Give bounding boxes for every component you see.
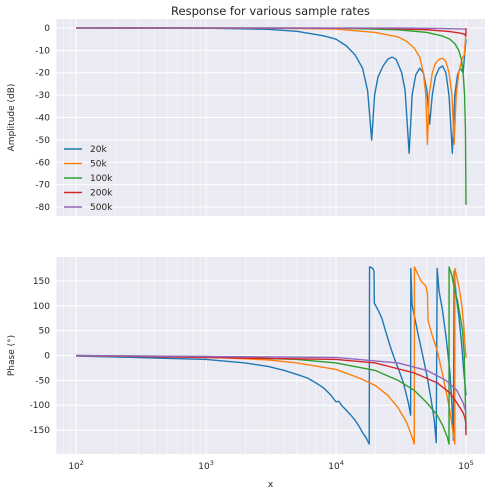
legend-entry: 20k <box>90 145 107 155</box>
series-line-20k <box>76 27 467 155</box>
series-line-500k <box>76 27 467 30</box>
series-line-500k <box>76 354 467 413</box>
legend-entry: 200k <box>90 189 113 199</box>
series-line-100k <box>76 266 467 445</box>
bottom-plot-y-ticks: 150 100 50 0 -50 -100 -150 <box>30 277 51 436</box>
top-y-axis-label: Amplitude (dB) <box>7 84 17 152</box>
y-tick-label: -40 <box>35 114 50 124</box>
y-tick-label: -100 <box>30 401 51 411</box>
legend: 20k 50k 100k 200k 500k <box>64 145 113 213</box>
y-tick-label: -30 <box>35 91 50 101</box>
x-axis-label: x <box>268 480 274 490</box>
top-plot-grid <box>55 19 485 216</box>
y-tick-label: 150 <box>33 277 50 287</box>
y-tick-label: -70 <box>35 181 50 191</box>
y-tick-label: -20 <box>35 69 50 79</box>
y-tick-label: 50 <box>39 327 51 337</box>
x-tick-label: 105 <box>458 459 474 472</box>
top-plot: 0 -10 -20 -30 -40 -50 -60 -70 -80 Response for v… <box>7 4 485 216</box>
x-tick-label: 104 <box>328 459 344 472</box>
series-line-20k <box>76 266 467 445</box>
legend-entry: 100k <box>90 174 113 184</box>
bottom-plot-x-ticks: 102 103 104 105 <box>68 459 473 472</box>
bottom-y-axis-label: Phase (°) <box>7 335 17 376</box>
bottom-plot-lines <box>76 266 467 445</box>
series-line-50k <box>76 266 467 445</box>
series-line-100k <box>76 27 467 205</box>
y-tick-label: -150 <box>30 426 51 436</box>
y-tick-label: -10 <box>35 46 50 56</box>
top-plot-lines <box>76 27 467 205</box>
y-tick-label: 100 <box>33 302 50 312</box>
series-line-50k <box>76 27 467 146</box>
series-line-200k <box>76 354 467 436</box>
top-plot-y-ticks: 0 -10 -20 -30 -40 -50 -60 -70 -80 <box>35 24 50 213</box>
y-tick-label: -50 <box>35 136 50 146</box>
bottom-plot: 150 100 50 0 -50 -100 -150 102 103 104 105 Phase … <box>7 257 485 490</box>
x-tick-label: 102 <box>68 459 84 472</box>
x-tick-label: 103 <box>198 459 214 472</box>
y-tick-label: -60 <box>35 158 50 168</box>
chart-title: Response for various sample rates <box>171 4 370 18</box>
y-tick-label: 0 <box>44 24 50 34</box>
y-tick-label: 0 <box>44 352 50 362</box>
y-tick-label: -50 <box>35 376 50 386</box>
legend-entry: 500k <box>90 203 113 213</box>
y-tick-label: -80 <box>35 203 50 213</box>
legend-entry: 50k <box>90 160 107 170</box>
